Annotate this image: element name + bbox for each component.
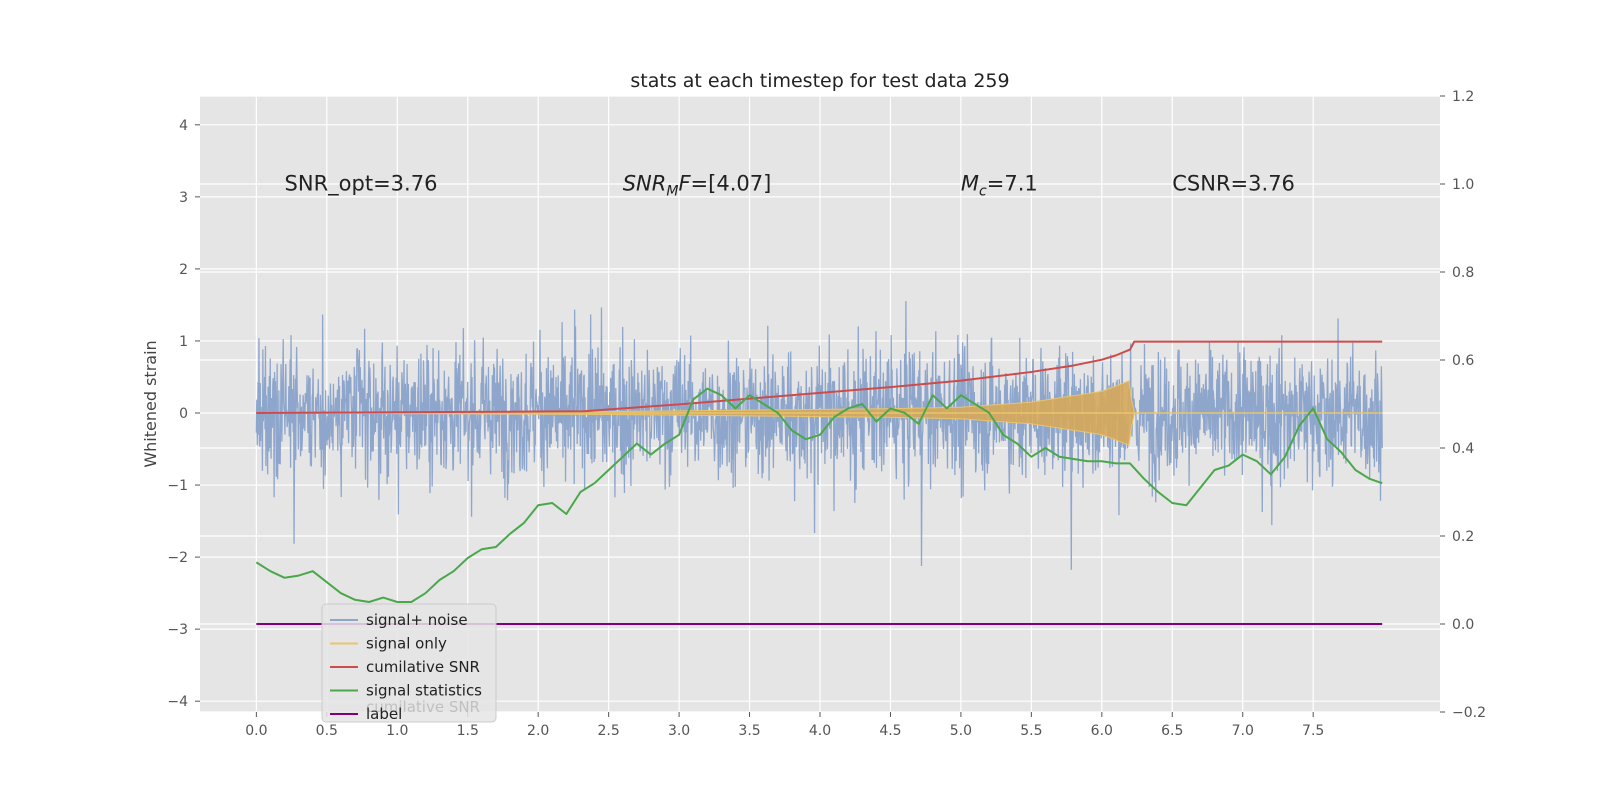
x-tick-label: 2.5 (598, 723, 620, 739)
x-tick-label: 5.0 (950, 723, 972, 739)
y2-tick-label: 0.0 (1452, 617, 1474, 633)
y-tick-label: 3 (179, 190, 188, 206)
y-axis-right: −0.2 0.0 0.2 0.4 0.6 0.8 1.0 1.2 (1440, 89, 1486, 721)
x-tick-label: 1.5 (457, 723, 479, 739)
x-tick-label: 0.0 (245, 723, 267, 739)
legend-box (321, 603, 497, 723)
y-tick-label: −1 (167, 478, 188, 494)
legend: cumilative SNR signal+ noise signal only cu… (321, 603, 497, 723)
x-tick-label: 2.0 (527, 723, 549, 739)
y-axis-left: −4 −3 −2 −1 0 1 2 3 4 (167, 118, 200, 710)
y-tick-label: 4 (179, 118, 188, 134)
chart-title: stats at each timestep for test data 259 (630, 70, 1009, 92)
legend-label: signal+ noise (366, 611, 468, 629)
x-tick-label: 4.0 (809, 723, 831, 739)
annotation-0: SNR_opt=3.76 (285, 171, 438, 196)
legend-label: label (366, 705, 402, 723)
x-tick-label: 1.0 (386, 723, 408, 739)
y-tick-label: −3 (167, 622, 188, 638)
y2-tick-label: 0.2 (1452, 529, 1474, 545)
legend-label: signal only (366, 635, 447, 653)
annotations: SNR_opt=3.76 SNRMF=[4.07] Mc=7.1 CSNR=3.76 (285, 171, 1295, 199)
x-tick-label: 7.0 (1232, 723, 1254, 739)
y2-tick-label: −0.2 (1452, 705, 1486, 721)
x-tick-label: 5.5 (1020, 723, 1042, 739)
x-axis: 0.0 0.5 1.0 1.5 2.0 2.5 3.0 3.5 4.0 4.5 5.0 5.5 6.0 6… (245, 712, 1324, 739)
y2-tick-label: 1.2 (1452, 89, 1474, 105)
legend-ghost-text: cumilative SNR (366, 698, 480, 716)
series-cumilative-snr (256, 340, 1383, 415)
annotation-3: CSNR=3.76 (1172, 171, 1295, 195)
y2-tick-label: 0.8 (1452, 265, 1474, 281)
annotation-1: SNRMF=[4.07] (623, 171, 772, 199)
x-tick-label: 3.0 (668, 723, 690, 739)
x-tick-label: 4.5 (879, 723, 901, 739)
y-tick-label: 0 (179, 406, 188, 422)
y2-tick-label: 1.0 (1452, 177, 1474, 193)
y-tick-label: 2 (179, 262, 188, 278)
series-signal-statistics (255, 387, 1383, 603)
y2-tick-label: 0.4 (1452, 441, 1474, 457)
x-tick-label: 3.5 (738, 723, 760, 739)
y-axis-label: Whitened strain (141, 340, 160, 467)
y-tick-label: −4 (167, 694, 188, 710)
x-tick-label: 0.5 (316, 723, 338, 739)
y-tick-label: −2 (167, 550, 188, 566)
annotation-2: Mc=7.1 (961, 171, 1038, 199)
x-tick-label: 6.5 (1161, 723, 1183, 739)
x-tick-label: 6.0 (1091, 723, 1113, 739)
series-signal-noise (255, 300, 1383, 570)
legend-label: signal statistics (366, 682, 482, 700)
y2-tick-label: 0.6 (1452, 353, 1474, 369)
y-tick-label: 1 (179, 334, 188, 350)
x-tick-label: 7.5 (1302, 723, 1324, 739)
legend-label: cumilative SNR (366, 658, 480, 676)
